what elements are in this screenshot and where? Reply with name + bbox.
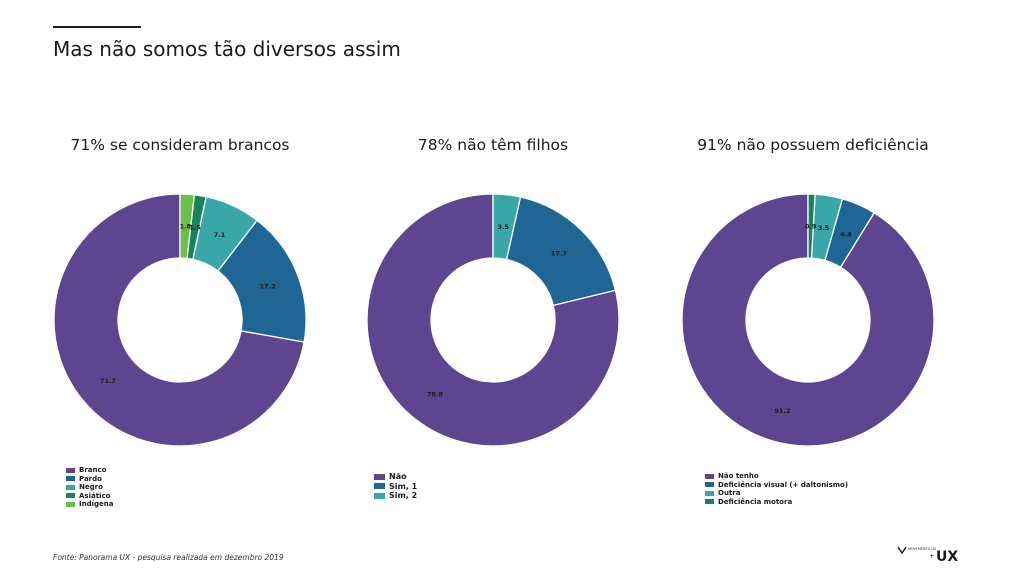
legend-item-pardo: Pardo <box>66 475 113 484</box>
slice-deficiencia-visual-daltonismo <box>824 197 876 269</box>
slice-sim-2 <box>492 193 522 261</box>
chart-title-children: 78% não têm filhos <box>417 136 569 154</box>
data-label-sim-2: 3.5 <box>498 223 510 231</box>
legend-swatch <box>66 476 75 482</box>
legend-item-deficiencia-motora: Deficiência motora <box>705 498 848 507</box>
donut-chart-children: 78.8 17.7 3.5 <box>366 193 620 447</box>
legend-label: Indígena <box>79 500 114 509</box>
slice-sim-1 <box>505 196 617 307</box>
legend-label: Pardo <box>79 474 102 483</box>
data-label-sim-1: 17.7 <box>551 249 567 257</box>
title-rule <box>53 26 141 28</box>
data-label-outra: 3.5 <box>818 224 830 232</box>
legend-item-outra: Outra <box>705 489 848 498</box>
logo-small-text: MOVI MENTO UX <box>908 547 937 551</box>
data-label-negro: 7.1 <box>214 231 226 239</box>
slice-deficiencia-motora <box>807 193 816 259</box>
page-title: Mas não somos tão diversos assim <box>53 37 401 61</box>
data-label-nao-tenho: 91.2 <box>774 407 790 415</box>
donut-chart-race: 71.7 17.2 7.1 1.51.8 <box>53 193 307 447</box>
slice-pardo <box>217 219 307 343</box>
data-label-pardo: 17.2 <box>260 283 276 291</box>
slice-nao <box>366 193 620 447</box>
legend-label: Outra <box>718 489 741 498</box>
legend-item-sim-2: Sim, 2 <box>374 491 417 501</box>
legend-swatch <box>66 467 75 473</box>
legend-swatch <box>705 473 714 479</box>
legend-item-branco: Branco <box>66 466 113 475</box>
logo-emblem <box>897 546 907 555</box>
logo-ux-mark: UX <box>936 549 958 564</box>
slice-branco <box>53 193 305 447</box>
data-label-deficiencia-visual-daltonismo: 4.4 <box>840 230 852 238</box>
legend-swatch <box>705 482 714 488</box>
source-footnote: Fonte: Panorama UX - pesquisa realizada … <box>53 553 284 562</box>
legend-item-sim-1: Sim, 1 <box>374 482 417 492</box>
legend-item-deficiencia-visual-daltonismo: Deficiência visual (+ daltonismo) <box>705 481 848 490</box>
chart-title-race: 71% se consideram brancos <box>70 136 290 154</box>
legend-label: Branco <box>79 466 107 475</box>
legend-swatch <box>66 501 75 507</box>
legend-item-asiatico: Asiático <box>66 492 113 501</box>
legend-swatch <box>66 484 75 490</box>
data-label-branco: 71.7 <box>100 377 116 385</box>
chart-title-disability: 91% não possuem deficiência <box>697 136 929 154</box>
slice-nao-tenho <box>681 193 935 447</box>
legend-label: Não <box>389 472 407 482</box>
data-label-deficiencia-motora: 0.9 <box>805 223 817 231</box>
donut-chart-disability: 91.2 4.4 3.50.9 <box>681 193 935 447</box>
legend-label: Negro <box>79 483 103 492</box>
legend-swatch <box>705 499 714 505</box>
legend-item-nao-tenho: Não tenho <box>705 472 848 481</box>
legend-label: Deficiência motora <box>718 497 793 506</box>
legend-label: Asiático <box>79 491 111 500</box>
legend-label: Sim, 1 <box>389 481 418 491</box>
data-label-asiatico: 1.5 <box>189 224 201 232</box>
data-label-nao: 78.8 <box>427 390 444 398</box>
legend-item-negro: Negro <box>66 483 113 492</box>
legend-label: Sim, 2 <box>389 491 418 501</box>
movimento-ux-logo: MOVI MENTO UX + UX <box>897 546 958 564</box>
legend-children: Não Sim, 1 Sim, 2 <box>374 472 417 501</box>
legend-label: Deficiência visual (+ daltonismo) <box>718 480 849 489</box>
logo-plus: + <box>929 553 934 560</box>
legend-swatch <box>705 490 714 496</box>
legend-swatch <box>374 473 385 480</box>
slice-indigena <box>179 193 196 260</box>
slice-negro <box>192 195 258 272</box>
legend-item-indigena: Indígena <box>66 500 113 509</box>
legend-disability: Não tenho Deficiência visual (+ daltonism… <box>705 472 848 506</box>
data-label-indigena: 1.8 <box>180 223 192 231</box>
legend-item-nao: Não <box>374 472 417 482</box>
legend-race: Branco Pardo Negro Asiático Indígena <box>66 466 113 509</box>
legend-swatch <box>66 493 75 499</box>
legend-swatch <box>374 492 385 499</box>
legend-swatch <box>374 483 385 490</box>
slice-outra <box>810 193 844 262</box>
legend-label: Não tenho <box>718 472 759 481</box>
